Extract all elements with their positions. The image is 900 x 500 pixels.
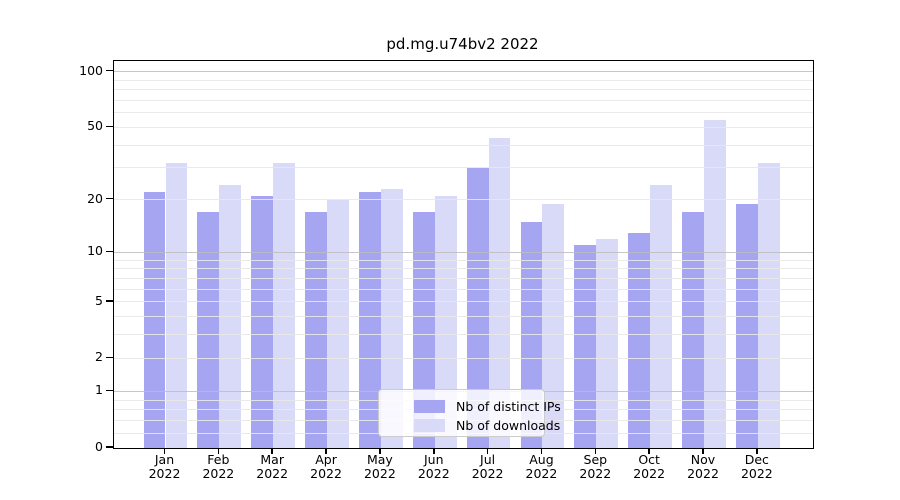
x-tick-label-aug: Aug 2022	[525, 452, 558, 481]
y-tick-label-10: 10	[87, 243, 103, 259]
x-tick-aug	[540, 448, 543, 454]
x-tick-label-feb: Feb 2022	[202, 452, 235, 481]
gridline-8	[114, 268, 813, 270]
bar-dec-distinct-ips	[735, 203, 758, 448]
bar-may-distinct-ips	[359, 192, 381, 448]
bar-jun-downloads	[434, 195, 457, 448]
x-tick-label-jan: Jan 2022	[148, 452, 181, 481]
gridline-80	[114, 89, 813, 91]
y-tick-10	[106, 250, 113, 253]
gridline-100	[114, 71, 813, 73]
x-tick-label-oct: Oct 2022	[633, 452, 666, 481]
y-tick-label-0: 0	[95, 439, 103, 454]
x-tick-label-may: May 2022	[363, 452, 396, 481]
bar-oct-distinct-ips	[628, 232, 651, 448]
y-tick-0	[106, 446, 113, 448]
bar-feb-distinct-ips	[197, 212, 220, 448]
bar-mar-distinct-ips	[251, 195, 274, 448]
bar-dec-downloads	[757, 162, 780, 448]
gridline-50	[114, 126, 813, 128]
legend-label-distinct-ips: Nb of distinct IPs	[456, 399, 561, 414]
plot-area	[113, 60, 814, 449]
gridline-30	[114, 167, 813, 169]
x-tick-may	[379, 448, 381, 454]
bar-sep-distinct-ips	[574, 245, 597, 448]
legend-label-downloads: Nb of downloads	[456, 418, 561, 433]
bar-jul-downloads	[488, 137, 511, 448]
y-tick-label-5: 5	[95, 292, 103, 308]
x-tick-label-dec: Dec 2022	[740, 452, 773, 481]
gridline-60	[114, 112, 813, 114]
legend-row-distinct-ips: Nb of distinct IPs	[379, 399, 561, 414]
bar-jan-distinct-ips	[143, 192, 166, 448]
y-tick-label-50: 50	[87, 118, 103, 134]
bar-jan-downloads	[165, 162, 188, 448]
legend-row-downloads: Nb of downloads	[379, 418, 560, 433]
chart-title: pd.mg.u74bv2 2022	[386, 35, 539, 53]
bar-nov-distinct-ips	[682, 212, 704, 448]
x-tick-label-jul: Jul 2022	[471, 452, 504, 481]
gridline-20	[114, 199, 813, 201]
gridline-40	[114, 144, 813, 146]
gridline-3	[114, 334, 813, 336]
gridline-9	[114, 259, 813, 261]
y-tick-label-2: 2	[95, 349, 103, 365]
bar-aug-downloads	[542, 203, 565, 448]
bar-mar-downloads	[273, 162, 296, 448]
gridline-2	[114, 357, 813, 359]
y-tick-5	[106, 300, 113, 302]
distinct-ips-swatch	[414, 400, 445, 413]
gridline-7	[114, 277, 813, 279]
x-tick-sep	[594, 448, 597, 454]
x-tick-label-mar: Mar 2022	[256, 452, 289, 481]
legend: Nb of distinct IPs Nb of downloads	[378, 389, 561, 437]
gridline-90	[114, 79, 813, 81]
x-tick-oct	[648, 448, 650, 454]
y-tick-1	[106, 389, 113, 392]
y-tick-label-20: 20	[87, 190, 103, 206]
x-tick-label-sep: Sep 2022	[579, 452, 612, 481]
x-tick-label-nov: Nov 2022	[687, 452, 719, 481]
x-tick-label-jun: Jun 2022	[417, 452, 450, 481]
y-tick-100	[106, 69, 113, 72]
x-tick-jan	[163, 448, 166, 454]
x-tick-jul	[486, 448, 489, 454]
bar-may-downloads	[380, 188, 403, 448]
gridline-10	[114, 251, 813, 253]
x-tick-label-apr: Apr 2022	[310, 452, 342, 481]
y-tick-label-100: 100	[79, 62, 103, 78]
gridline-70	[114, 99, 813, 101]
downloads-swatch	[414, 419, 445, 432]
y-tick-2	[106, 356, 113, 359]
bar-jul-distinct-ips	[466, 167, 489, 448]
bar-apr-distinct-ips	[305, 212, 328, 448]
gridline-6	[114, 288, 813, 290]
x-tick-apr	[325, 448, 327, 454]
y-tick-20	[106, 197, 113, 200]
x-tick-jun	[433, 448, 435, 454]
x-tick-dec	[756, 448, 758, 454]
y-tick-label-1: 1	[95, 382, 103, 398]
gridline-4	[114, 316, 813, 318]
bar-apr-downloads	[327, 199, 349, 448]
x-tick-nov	[702, 448, 704, 454]
bar-sep-downloads	[596, 238, 619, 448]
x-tick-feb	[217, 448, 220, 454]
y-tick-50	[106, 125, 113, 128]
x-tick-mar	[271, 448, 273, 454]
bar-nov-downloads	[704, 119, 726, 448]
gridline-5	[114, 301, 813, 303]
